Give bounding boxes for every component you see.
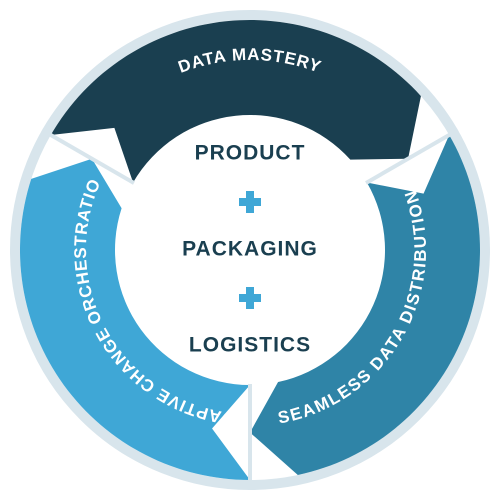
- center-text-0: PRODUCT: [195, 142, 306, 165]
- cycle-diagram: DATA MASTERYSEAMLESS DATA DISTRIBUTIONAD…: [0, 0, 500, 500]
- center-text-1: PACKAGING: [182, 238, 318, 261]
- plus-icon: [246, 191, 254, 213]
- plus-icon: [246, 287, 254, 309]
- center-text-2: LOGISTICS: [189, 334, 311, 357]
